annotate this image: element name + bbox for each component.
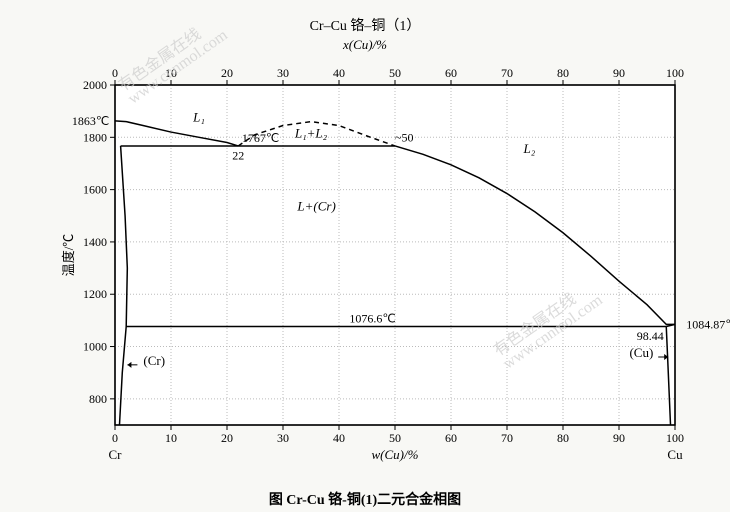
- y-axis-label: 温度/℃: [61, 234, 76, 277]
- top-tick-label: 10: [165, 66, 177, 80]
- y-tick-label: 1600: [83, 183, 107, 197]
- corner-cr: Cr: [109, 447, 123, 462]
- y-tick-label: 1400: [83, 235, 107, 249]
- region-label: L₁+L₂: [294, 125, 328, 140]
- x-tick-label: 10: [165, 431, 177, 445]
- point-label: ~50: [395, 130, 414, 144]
- x-tick-label: 50: [389, 431, 401, 445]
- x-axis-label: w(Cu)/%: [372, 447, 419, 462]
- x-tick-label: 0: [112, 431, 118, 445]
- chart-caption: 图 Cr-Cu 铬-铜(1)二元合金相图: [15, 489, 715, 509]
- y-tick-label: 1800: [83, 130, 107, 144]
- region-label: (Cr): [143, 353, 165, 368]
- point-label: 1863℃: [72, 114, 109, 128]
- top-tick-label: 90: [613, 66, 625, 80]
- x-tick-label: 40: [333, 431, 345, 445]
- region-label: L₂: [523, 141, 536, 156]
- top-tick-label: 80: [557, 66, 569, 80]
- y-tick-label: 1000: [83, 340, 107, 354]
- top-tick-label: 0: [112, 66, 118, 80]
- y-tick-label: 800: [89, 392, 107, 406]
- region-label: L+(Cr): [296, 199, 335, 214]
- point-label: 1084.87℃: [686, 317, 730, 331]
- y-tick-label: 1200: [83, 287, 107, 301]
- top-tick-label: 50: [389, 66, 401, 80]
- region-label: (Cu): [629, 345, 653, 360]
- x-tick-label: 90: [613, 431, 625, 445]
- phase-diagram-svg: 0 0 10 10 20 20 30 30 40 40 50 50 60 60 70 70 80 80 90 90 10…: [55, 55, 730, 475]
- chart-container: 0 0 10 10 20 20 30 30 40 40 50 50 60 60 70 70 80 80 90 90 10…: [55, 55, 675, 475]
- x-tick-label: 30: [277, 431, 289, 445]
- x-tick-label: 20: [221, 431, 233, 445]
- top-axis-label: x(Cu)/%: [15, 37, 715, 53]
- isotherm-label: 1076.6℃: [349, 312, 395, 326]
- chart-title: Cr–Cu 铬–铜（1）: [15, 15, 715, 35]
- top-tick-label: 60: [445, 66, 457, 80]
- top-tick-label: 30: [277, 66, 289, 80]
- top-tick-label: 100: [666, 66, 684, 80]
- x-tick-label: 60: [445, 431, 457, 445]
- x-tick-label: 80: [557, 431, 569, 445]
- top-tick-label: 20: [221, 66, 233, 80]
- corner-cu: Cu: [667, 447, 683, 462]
- isotherm-label: 1767℃: [242, 131, 279, 145]
- top-tick-label: 70: [501, 66, 513, 80]
- top-tick-label: 40: [333, 66, 345, 80]
- x-tick-label: 70: [501, 431, 513, 445]
- x-tick-label: 100: [666, 431, 684, 445]
- region-label: L₁: [192, 110, 205, 125]
- point-label: 98.44: [637, 329, 664, 343]
- y-tick-label: 2000: [83, 78, 107, 92]
- point-label: 22: [232, 149, 244, 163]
